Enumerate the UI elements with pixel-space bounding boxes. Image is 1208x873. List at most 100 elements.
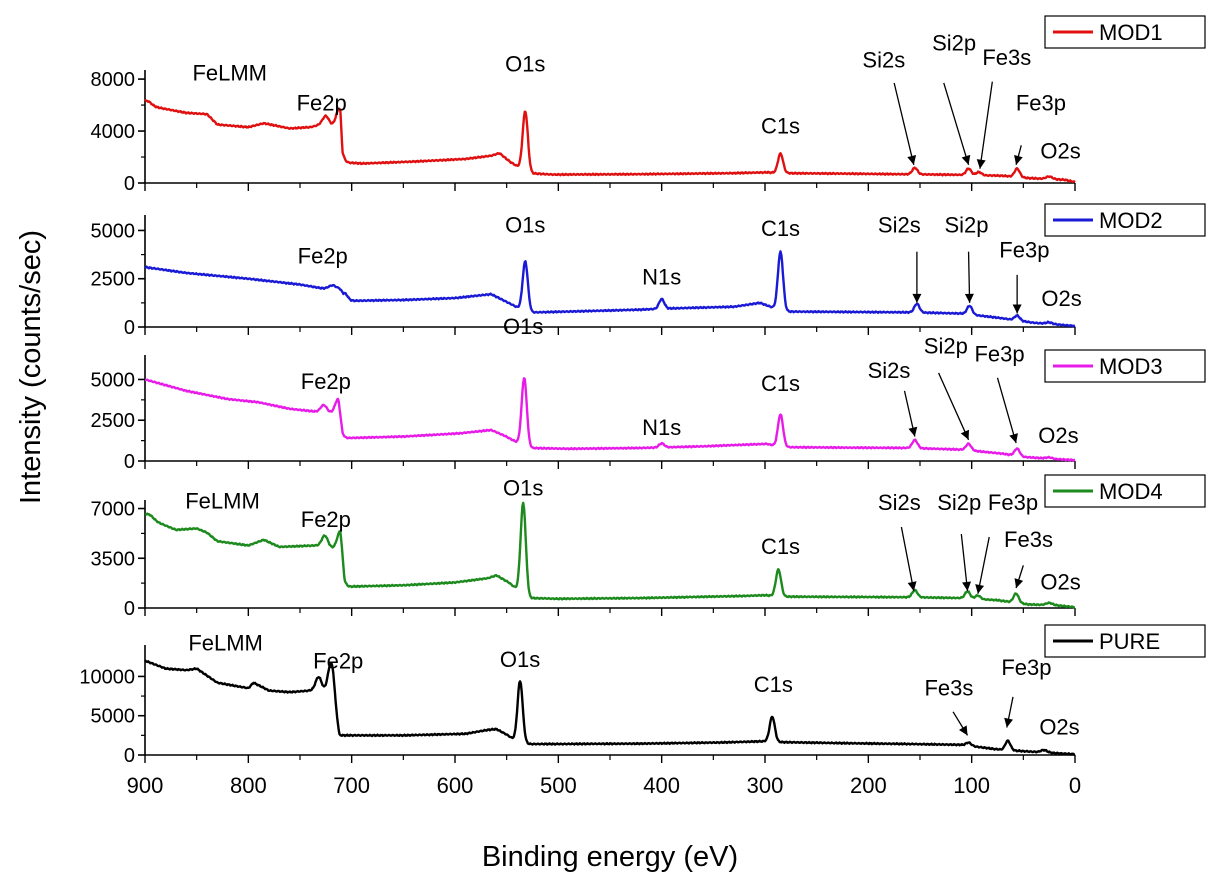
series-line-mod4 (144, 501, 1076, 609)
annotation-arrow-line (893, 82, 915, 165)
y-tick-label: 5000 (91, 706, 136, 728)
annotation-arrow-line (979, 81, 993, 169)
peak-label: Fe2p (313, 649, 363, 674)
legend-label: MOD3 (1099, 354, 1163, 379)
peak-label: Si2p (924, 333, 968, 358)
peak-label: Fe3s (982, 45, 1031, 70)
panel-mod4: 0 3500 7000 FeLMM Fe2p O1s C1s Si2s Si2p Fe3p Fe3s… (91, 474, 1206, 620)
y-tick-label: 10000 (79, 666, 135, 688)
annotation-arrow-head (962, 581, 972, 591)
peak-label: C1s (761, 371, 800, 396)
annotation-arrow-head (907, 155, 917, 165)
y-tick-label: 4000 (91, 121, 136, 143)
legend-mod3: MOD3 (1044, 349, 1206, 383)
annotation-arrow-head (960, 429, 969, 440)
peak-label: Fe3p (974, 342, 1024, 367)
legend-label: MOD4 (1099, 479, 1163, 504)
peak-label: Si2p (937, 490, 981, 515)
x-tick-label: 900 (127, 773, 164, 798)
annotation-arrow-head (1012, 304, 1022, 314)
x-tick-label: 700 (333, 773, 370, 798)
peak-label: O2s (1041, 286, 1081, 311)
annotation-arrow-head (1009, 433, 1018, 444)
annotation-arrow-head (1004, 717, 1013, 728)
x-tick-label: 800 (230, 773, 267, 798)
peak-label: FeLMM (185, 489, 260, 514)
annotation-arrow-head (907, 581, 917, 591)
annotation-arrow-head (975, 584, 985, 594)
y-tick-label: 8000 (91, 69, 136, 91)
annotation-arrow-head (958, 725, 968, 736)
annotation-arrow-line (900, 526, 915, 592)
peak-label: Fe3p (988, 490, 1038, 515)
peak-label: O1s (505, 212, 545, 237)
peak-label: O2s (1039, 715, 1079, 740)
annotation-arrow-head (961, 154, 971, 165)
peak-label: Si2p (944, 212, 988, 237)
peak-label: Fe2p (301, 507, 351, 532)
y-tick-label: 2500 (91, 410, 136, 432)
x-tick-label: 300 (747, 773, 784, 798)
peak-label: Si2s (878, 490, 921, 515)
y-axis-label: Intensity (counts/sec) (15, 230, 47, 504)
legend-label: PURE (1099, 629, 1160, 654)
annotation-arrow-head (1014, 578, 1024, 589)
peak-label: Si2s (878, 212, 921, 237)
panel-pure: 0 5000 10000 FeLMM Fe2p O1s C1s Fe3s Fe3p O2s PURE (79, 624, 1206, 767)
peak-label: O2s (1040, 138, 1080, 163)
legend-pure: PURE (1044, 624, 1206, 658)
peak-label: O1s (503, 476, 543, 501)
annotation-arrow-head (1014, 154, 1023, 165)
peak-label: Si2s (862, 47, 905, 72)
y-tick-label: 0 (124, 598, 135, 620)
series-line-pure (144, 659, 1076, 756)
peak-label: Si2s (868, 358, 911, 383)
series-line-mod2 (144, 250, 1076, 328)
peak-label: Fe3s (1004, 527, 1053, 552)
peak-label: FeLMM (192, 60, 267, 85)
peak-label: O1s (505, 51, 545, 76)
annotation-arrow-head (908, 426, 918, 437)
annotation-arrow-line (938, 372, 970, 441)
peak-label: Fe2p (301, 369, 351, 394)
peak-label: Fe2p (297, 90, 347, 115)
annotation-arrow-head (976, 159, 986, 169)
annotation-arrow-line (943, 82, 970, 166)
x-tick-label: 500 (540, 773, 577, 798)
x-tick-label: 200 (850, 773, 887, 798)
x-tick-label: 600 (437, 773, 474, 798)
y-tick-label: 3500 (91, 548, 136, 570)
peak-label: Si2p (932, 31, 976, 56)
peak-label: N1s (642, 265, 681, 290)
peak-label: FeLMM (188, 631, 263, 656)
peak-label: N1s (642, 415, 681, 440)
peak-label: O1s (500, 647, 540, 672)
y-tick-label: 0 (124, 451, 135, 473)
annotation-arrow-head (964, 293, 974, 303)
peak-label: O2s (1038, 423, 1078, 448)
legend-mod4: MOD4 (1044, 474, 1206, 508)
y-tick-label: 0 (124, 745, 135, 767)
y-tick-label: 0 (124, 317, 135, 339)
annotation-arrow-line (996, 377, 1017, 444)
legend-label: MOD2 (1099, 208, 1163, 233)
x-axis-label: Binding energy (eV) (482, 841, 738, 873)
peak-label: C1s (761, 114, 800, 139)
y-tick-label: 5000 (91, 369, 136, 391)
peak-label: O1s (503, 314, 543, 339)
annotation-arrow-line (960, 534, 969, 592)
panel-mod3: 0 2500 5000 Fe2p O1s N1s C1s Si2s Si2p Fe3p O2s MOD… (91, 314, 1206, 473)
x-axis: 900 800 700 600 500 400 300 200 100 0 (127, 773, 1081, 798)
peak-label: Fe3p (1016, 90, 1066, 115)
y-tick-label: 5000 (91, 220, 136, 242)
series-line-mod3 (144, 377, 1076, 462)
y-tick-label: 0 (124, 173, 135, 195)
panel-mod2: 0 2500 5000 Fe2p O1s N1s C1s Si2s Si2p Fe3p O2s MOD… (91, 203, 1206, 339)
legend-label: MOD1 (1099, 20, 1163, 45)
y-tick-label: 2500 (91, 269, 136, 291)
annotation-arrow-line (977, 536, 990, 594)
peak-label: Fe2p (298, 243, 348, 268)
